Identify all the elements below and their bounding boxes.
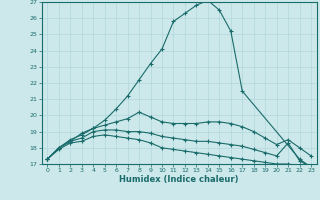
X-axis label: Humidex (Indice chaleur): Humidex (Indice chaleur) xyxy=(119,175,239,184)
